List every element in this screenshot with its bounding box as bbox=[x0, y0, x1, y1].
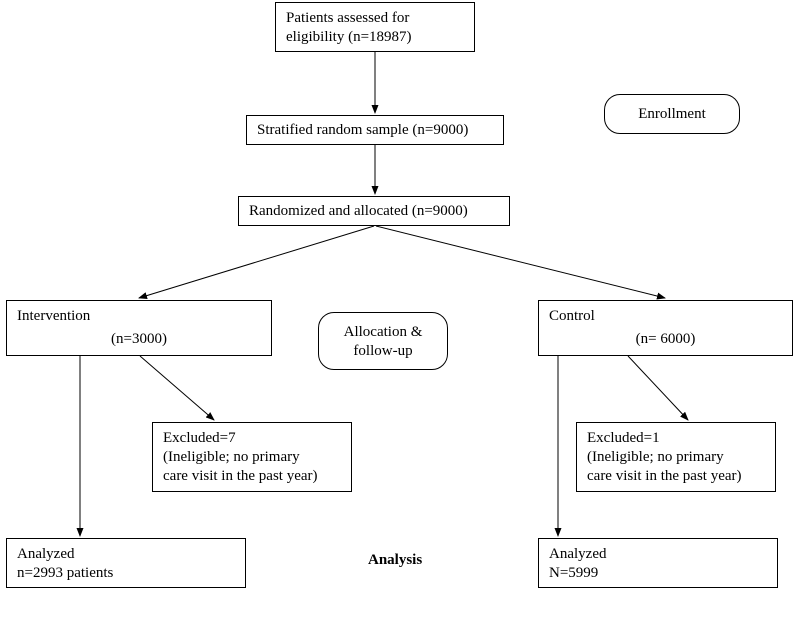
node-excluded-intervention-line2: (Ineligible; no primary bbox=[163, 449, 300, 465]
node-assessed-line1: Patients assessed for bbox=[286, 10, 409, 26]
node-intervention-n: (n=3000) bbox=[17, 330, 261, 349]
node-assessed-line2: eligibility (n=18987) bbox=[286, 29, 412, 45]
node-excluded-intervention-line1: Excluded=7 bbox=[163, 430, 236, 446]
node-control-title: Control bbox=[549, 308, 595, 324]
node-excluded-control-line1: Excluded=1 bbox=[587, 430, 660, 446]
phase-pill-allocation-line2: follow-up bbox=[353, 343, 412, 359]
node-analyzed-intervention-line1: Analyzed bbox=[17, 546, 74, 562]
node-randomized-text: Randomized and allocated (n=9000) bbox=[249, 203, 468, 219]
phase-pill-enrollment-text: Enrollment bbox=[638, 106, 706, 122]
node-excluded-intervention-line3: care visit in the past year) bbox=[163, 468, 318, 484]
phase-label-analysis-text: Analysis bbox=[368, 552, 422, 568]
node-analyzed-intervention-line2: n=2993 patients bbox=[17, 565, 113, 581]
node-stratified: Stratified random sample (n=9000) bbox=[246, 115, 504, 145]
node-excluded-control-line3: care visit in the past year) bbox=[587, 468, 742, 484]
node-analyzed-intervention: Analyzed n=2993 patients bbox=[6, 538, 246, 588]
node-intervention-title: Intervention bbox=[17, 308, 90, 324]
node-assessed: Patients assessed for eligibility (n=189… bbox=[275, 2, 475, 52]
node-intervention: Intervention (n=3000) bbox=[6, 300, 272, 356]
phase-pill-allocation-line1: Allocation & bbox=[344, 324, 423, 340]
node-excluded-control: Excluded=1 (Ineligible; no primary care … bbox=[576, 422, 776, 492]
node-stratified-text: Stratified random sample (n=9000) bbox=[257, 122, 468, 138]
node-analyzed-control-line1: Analyzed bbox=[549, 546, 606, 562]
node-control: Control (n= 6000) bbox=[538, 300, 793, 356]
phase-pill-enrollment: Enrollment bbox=[604, 94, 740, 134]
node-control-n: (n= 6000) bbox=[549, 330, 782, 349]
node-analyzed-control-line2: N=5999 bbox=[549, 565, 598, 581]
node-randomized: Randomized and allocated (n=9000) bbox=[238, 196, 510, 226]
node-analyzed-control: Analyzed N=5999 bbox=[538, 538, 778, 588]
phase-label-analysis: Analysis bbox=[368, 552, 422, 569]
node-excluded-intervention: Excluded=7 (Ineligible; no primary care … bbox=[152, 422, 352, 492]
phase-pill-allocation: Allocation & follow-up bbox=[318, 312, 448, 370]
flowchart-canvas: Patients assessed for eligibility (n=189… bbox=[0, 0, 800, 629]
node-excluded-control-line2: (Ineligible; no primary bbox=[587, 449, 724, 465]
